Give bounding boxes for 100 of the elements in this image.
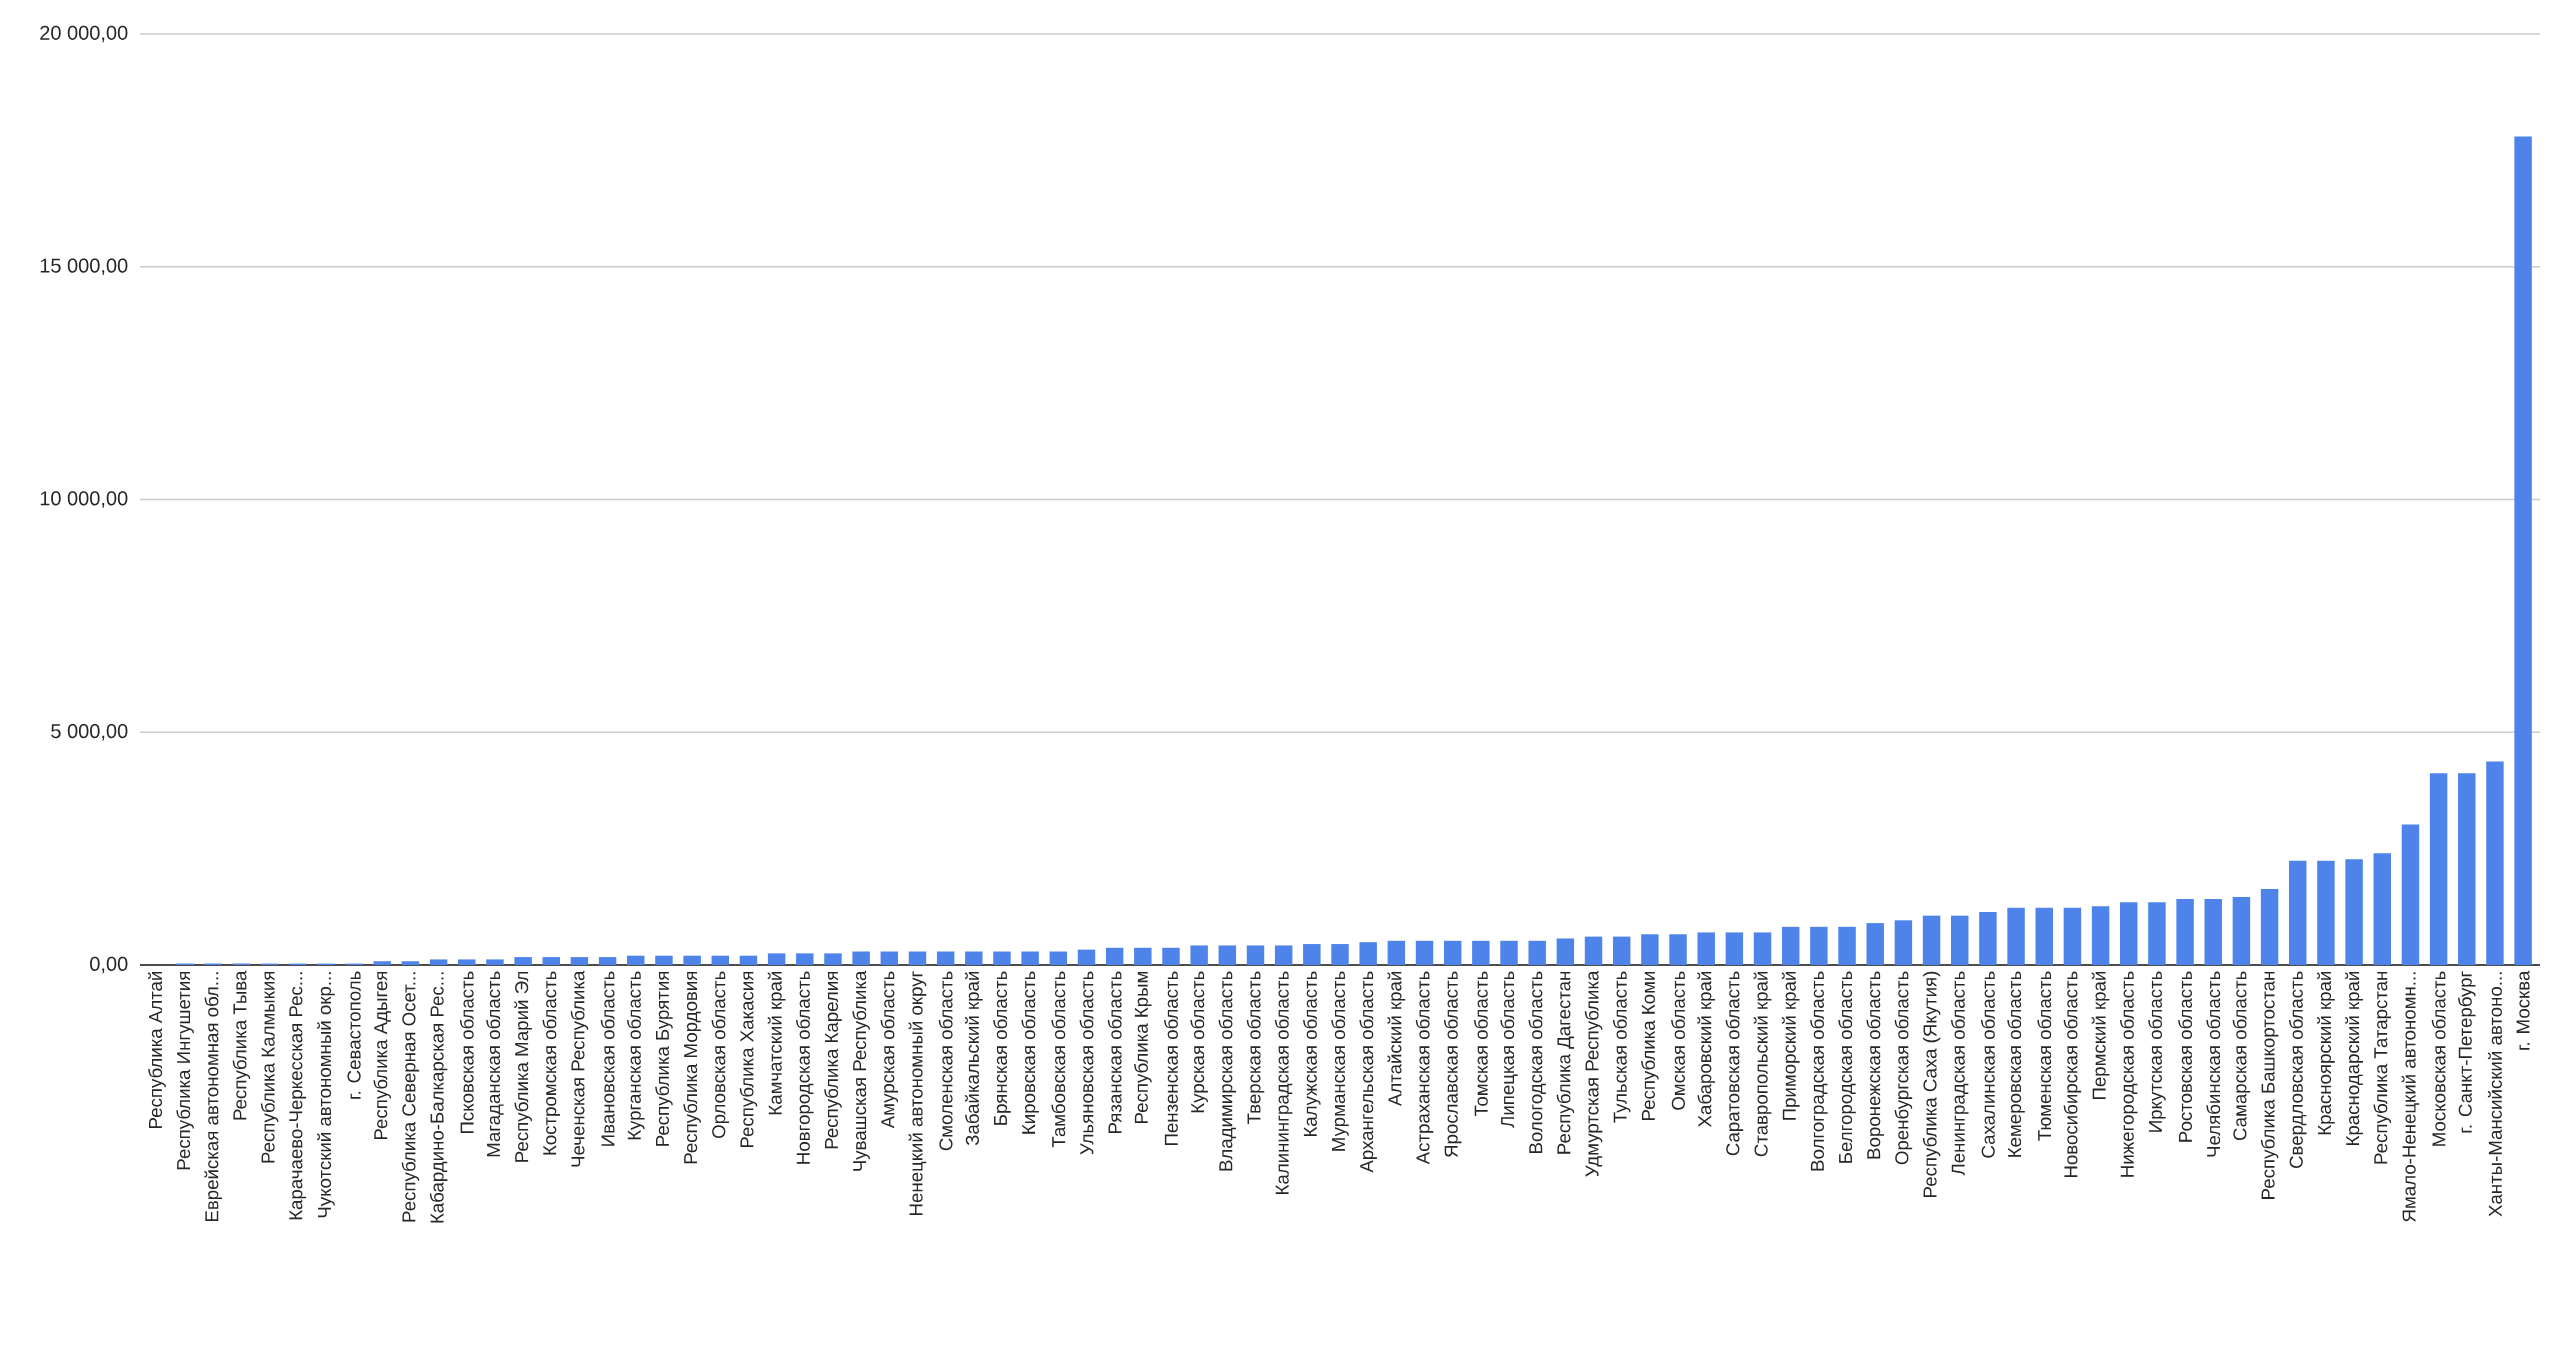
bar <box>1415 940 1434 965</box>
x-tick-label: Новосибирская область <box>2063 971 2082 1178</box>
x-tick-label: Вологодская область <box>1528 971 1546 1154</box>
bar <box>1781 926 1800 965</box>
x-tick-label: Иркутская область <box>2148 971 2166 1132</box>
x-tick-label: Магаданская область <box>486 971 504 1157</box>
bar <box>1669 934 1687 965</box>
x-tick-label: Московская область <box>2431 971 2446 1146</box>
x-tick-label: Ростовская область <box>2178 971 2192 1142</box>
x-tick-label: Новгородская область <box>796 971 814 1164</box>
x-tick-label: Архангельская область <box>1359 971 1377 1173</box>
x-tick-label: Еврейская автономная обл... <box>204 972 223 1222</box>
bar <box>1303 944 1321 965</box>
bar <box>1190 945 1208 965</box>
bar <box>2345 859 2363 965</box>
x-tick-label: Чукотский автономный окр... <box>317 972 335 1218</box>
x-tick-label: Воронежская область <box>1866 971 1884 1159</box>
x-tick-label: Брянская область <box>993 971 1011 1125</box>
bar <box>486 959 504 965</box>
x-tick-label: Челябинская область <box>2206 971 2221 1157</box>
bar <box>993 951 1011 965</box>
bar <box>1472 940 1490 965</box>
bar <box>1387 940 1406 965</box>
bar <box>1077 949 1096 965</box>
x-tick-label: Республика Ингушетия <box>176 971 194 1170</box>
bar <box>1134 947 1152 965</box>
bar <box>627 955 645 965</box>
bar <box>373 961 391 965</box>
x-tick-label: Владимирская область <box>1218 971 1237 1171</box>
bar <box>1979 911 1997 965</box>
x-tick-label: Сахалинская область <box>1980 971 1995 1158</box>
x-tick-label: Пермский край <box>2091 971 2110 1100</box>
bar <box>711 955 730 965</box>
bar <box>880 951 899 965</box>
x-tick-label: Волгоградская область <box>1810 971 1828 1171</box>
bar <box>1500 940 1518 965</box>
y-tick-label: 10 000,00 <box>40 491 128 508</box>
x-tick-label: Костромская область <box>542 971 561 1155</box>
x-tick-label: Ханты-Мансийский автоно... <box>2487 972 2502 1217</box>
bar <box>2486 761 2504 965</box>
x-tick-label: Республика Марий Эл <box>514 971 532 1162</box>
x-tick-label: Забайкальский край <box>964 971 983 1146</box>
x-tick-label: Омская область <box>1671 971 1685 1110</box>
bar <box>2007 907 2025 965</box>
x-tick-label: Приморский край <box>1781 971 1800 1120</box>
bar <box>1753 932 1772 965</box>
x-tick-label: Оренбургская область <box>1894 971 1913 1165</box>
x-tick-label: г. Санкт-Петербург <box>2457 971 2476 1133</box>
x-tick-label: Астраханская область <box>1415 971 1434 1165</box>
y-tick-label: 0,00 <box>90 956 128 974</box>
x-tick-label: Томская область <box>1473 971 1488 1117</box>
x-tick-label: Камчатский край <box>767 971 786 1115</box>
bar <box>683 955 701 965</box>
bar <box>908 951 927 965</box>
x-tick-label: Хабаровский край <box>1697 971 1716 1128</box>
bar <box>824 953 842 965</box>
bar <box>1838 926 1856 965</box>
x-tick-label: Кемеровская область <box>2007 971 2025 1157</box>
y-tick-label: 20 000,00 <box>40 25 128 43</box>
x-tick-label: Республика Крым <box>1134 971 1152 1123</box>
x-tick-label: Смоленская область <box>938 971 953 1151</box>
bar <box>2260 889 2279 965</box>
y-tick-label: 5 000,00 <box>51 723 128 741</box>
bar <box>2148 902 2166 965</box>
x-tick-label: Кировская область <box>1021 971 1039 1134</box>
bar <box>1274 945 1293 965</box>
bar <box>2204 898 2222 965</box>
bar <box>2458 773 2476 965</box>
x-tick-label: Пензенская область <box>1164 971 1178 1145</box>
bar <box>598 957 617 965</box>
x-tick-label: Республика Мордовия <box>683 971 701 1164</box>
bar <box>852 951 870 965</box>
x-tick-label: г. Севастополь <box>347 971 361 1099</box>
bar <box>1894 920 1913 965</box>
x-tick-label: Ненецкий автономный округ <box>908 971 927 1215</box>
bar <box>1443 940 1462 965</box>
bar <box>2120 902 2138 965</box>
x-tick-label: Чеченская Республика <box>570 970 589 1167</box>
x-tick-label: Саратовская область <box>1725 971 1744 1156</box>
bar <box>1359 942 1377 965</box>
bar <box>1612 936 1631 965</box>
bar <box>655 955 673 965</box>
bar <box>1049 951 1068 965</box>
bar <box>2514 136 2532 965</box>
x-tick-label: Калининградская область <box>1274 971 1293 1194</box>
x-tick-label: Курская область <box>1190 971 1208 1113</box>
bar <box>1331 944 1349 965</box>
bar <box>1950 915 1969 965</box>
x-tick-label: Карачаево-Черкесская Рес... <box>289 972 307 1220</box>
bar <box>1218 945 1237 965</box>
x-tick-label: Республика Хакасия <box>739 971 758 1148</box>
x-tick-label: Республика Карелия <box>824 971 842 1149</box>
x-tick-label: Республика Северная Осет... <box>401 972 420 1222</box>
x-tick-label: г. Москва <box>2516 970 2530 1050</box>
x-tick-label: Ямало-Ненецкий автономн... <box>2401 972 2420 1222</box>
x-tick-label: Ленинградская область <box>1950 971 1969 1176</box>
bar <box>2401 824 2420 965</box>
bar <box>1866 923 1884 965</box>
bar <box>401 961 420 965</box>
x-tick-label: Республика Саха (Якутия) <box>1922 971 1941 1197</box>
